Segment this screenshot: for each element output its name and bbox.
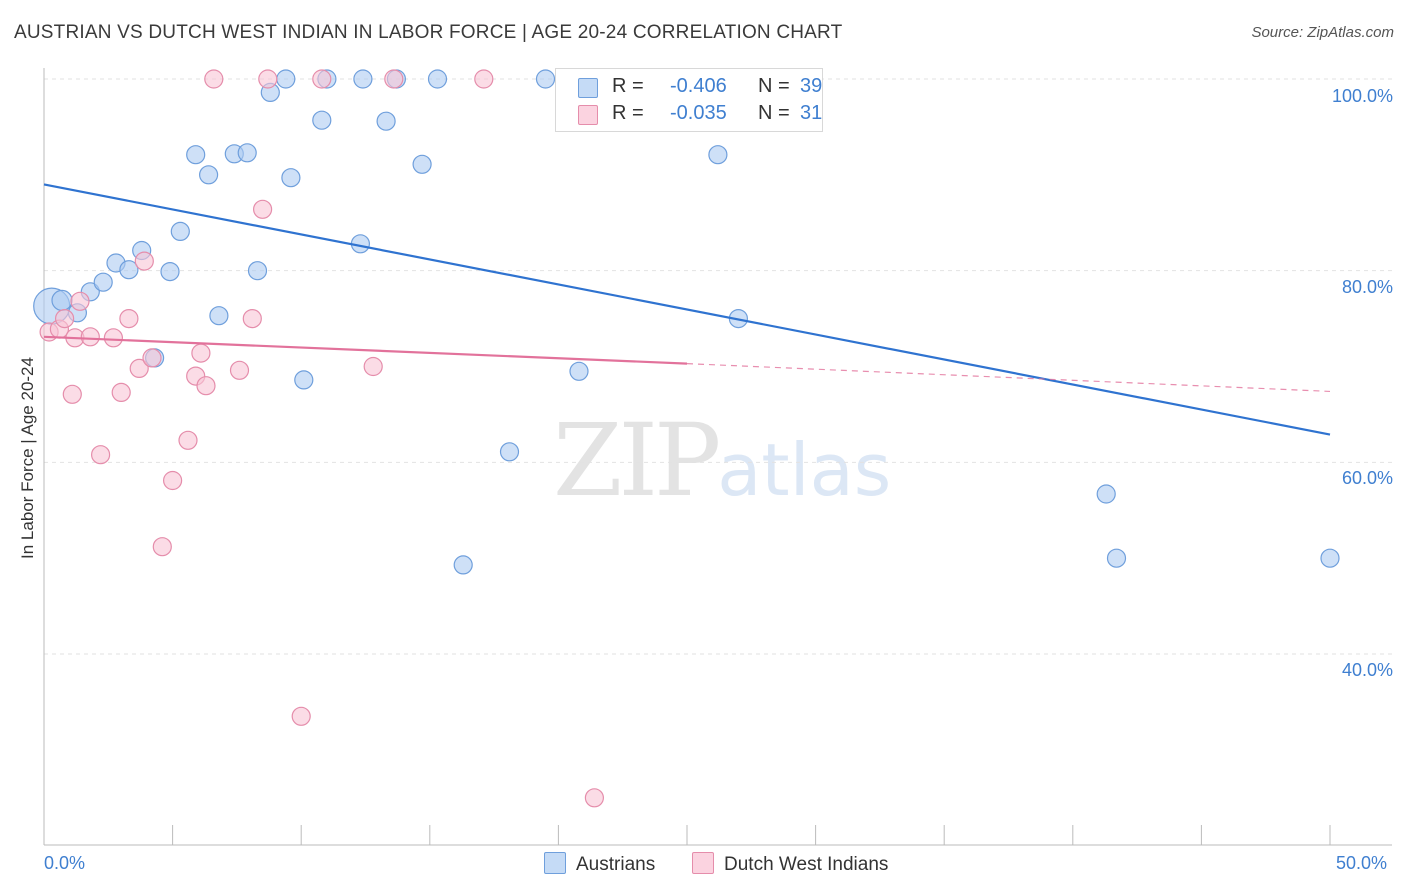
dutch-west-indian-point (62, 384, 82, 404)
stats-legend: R = -0.406 N = 39 R = -0.035 N = 31 (555, 68, 823, 132)
y-tick-label-100: 100.0% (1331, 86, 1393, 106)
legend-r-label: R = (612, 102, 644, 124)
dutch-west-indian-point (229, 360, 250, 380)
austrian-point (353, 69, 373, 89)
bottom-legend-label-dutch-west-indians: Dutch West Indians (724, 854, 889, 875)
austrian-point (51, 289, 73, 311)
dutch-west-indian-point (70, 291, 90, 311)
dutch-west-indian-point (103, 328, 124, 348)
austrian-point (281, 168, 301, 188)
y-tick-label-40: 40.0% (1341, 660, 1393, 680)
austrian-point (1096, 484, 1116, 504)
austrian-point (708, 145, 728, 165)
dutch-west-indian-point (291, 706, 311, 726)
austrian-point (247, 261, 268, 281)
dutch-west-indian-trend-line (43, 335, 688, 365)
bottom-legend-dutch-west-indians: Dutch West Indians (692, 852, 888, 876)
dutch-west-indian-point (204, 69, 224, 89)
austrian-point (209, 306, 229, 326)
austrian-point (535, 69, 556, 89)
austrian-point (1106, 548, 1127, 568)
bottom-legend-swatch-austrians (544, 852, 566, 874)
austrian-point (1320, 548, 1340, 568)
austrian-point (376, 111, 396, 131)
legend-n-label: N = (758, 75, 790, 97)
legend-n-value: 31 (800, 102, 823, 124)
dutch-west-indian-point (474, 69, 494, 89)
austrian-point (427, 69, 448, 89)
watermark-zip: ZIP (553, 402, 721, 519)
austrian-point (312, 110, 332, 130)
y-tick-label-80: 80.0% (1341, 277, 1393, 297)
dutch-west-indian-point (312, 69, 332, 89)
austrian-point (237, 143, 257, 163)
dutch-west-indian-point (54, 309, 75, 329)
y-tick-label-60: 60.0% (1341, 468, 1393, 488)
dutch-west-indian-point (191, 343, 211, 363)
bottom-legend-austrians: Austrians (544, 852, 655, 876)
dutch-west-indian-point (163, 470, 183, 491)
chart-title: AUSTRIAN VS DUTCH WEST INDIAN IN LABOR F… (14, 22, 843, 43)
legend-swatch-austrians (578, 78, 598, 98)
dutch-west-indian-point (111, 382, 131, 402)
x-tick-label-min: 0.0% (44, 853, 86, 873)
dutch-west-indian-point (242, 309, 262, 329)
dutch-west-indian-point (584, 788, 605, 808)
austrian-point (170, 221, 190, 241)
dutch-west-indian-point (253, 199, 273, 219)
dutch-west-indian-point (178, 430, 198, 450)
legend-r-value: -0.035 (670, 102, 727, 124)
austrian-trend-line (43, 183, 1331, 436)
dutch-west-indian-point (119, 309, 139, 329)
dutch-west-indian-point (152, 537, 172, 557)
x-tick-label-max: 50.0% (1336, 853, 1388, 873)
austrian-point (569, 361, 589, 381)
austrian-point (453, 555, 473, 575)
dutch-west-indian-point (134, 251, 154, 271)
austrian-point (412, 154, 432, 174)
watermark-atlas: atlas (717, 428, 892, 512)
dutch-west-indian-point (258, 69, 278, 89)
austrian-point (276, 69, 296, 89)
bottom-legend-label-austrians: Austrians (576, 854, 656, 875)
bottom-legend-swatch-dutch-west-indians (692, 852, 714, 874)
dutch-west-indian-point (80, 327, 100, 347)
watermark: ZIPatlas (553, 402, 891, 519)
austrian-point (499, 442, 520, 462)
dutch-west-indian-point (384, 69, 404, 89)
austrian-point (294, 370, 314, 390)
austrian-point (93, 272, 113, 292)
austrian-point (119, 260, 139, 280)
dutch-west-indian-point (363, 356, 383, 377)
legend-n-value: 39 (800, 75, 823, 97)
austrian-point (160, 262, 180, 282)
dutch-west-indian-trend-line-extension (686, 363, 1331, 393)
legend-swatch-dutch-west-indians (578, 105, 598, 125)
austrian-point (199, 165, 219, 185)
dutch-west-indian-point (90, 445, 111, 465)
dutch-west-indian-point (196, 376, 216, 396)
dutch-west-indian-point (129, 358, 149, 378)
dutch-west-indian-point (142, 348, 162, 368)
austrian-point (186, 145, 206, 165)
legend-r-label: R = (612, 75, 644, 97)
legend-r-value: -0.406 (670, 75, 727, 97)
legend-n-label: N = (758, 102, 790, 124)
chart-source: Source: ZipAtlas.com (1251, 24, 1394, 41)
